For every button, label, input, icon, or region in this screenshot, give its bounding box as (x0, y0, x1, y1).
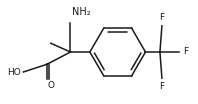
Text: F: F (184, 48, 189, 56)
Text: NH₂: NH₂ (72, 7, 91, 17)
Text: HO: HO (8, 67, 21, 77)
Text: F: F (159, 82, 165, 91)
Text: F: F (159, 13, 165, 22)
Text: O: O (48, 81, 55, 90)
